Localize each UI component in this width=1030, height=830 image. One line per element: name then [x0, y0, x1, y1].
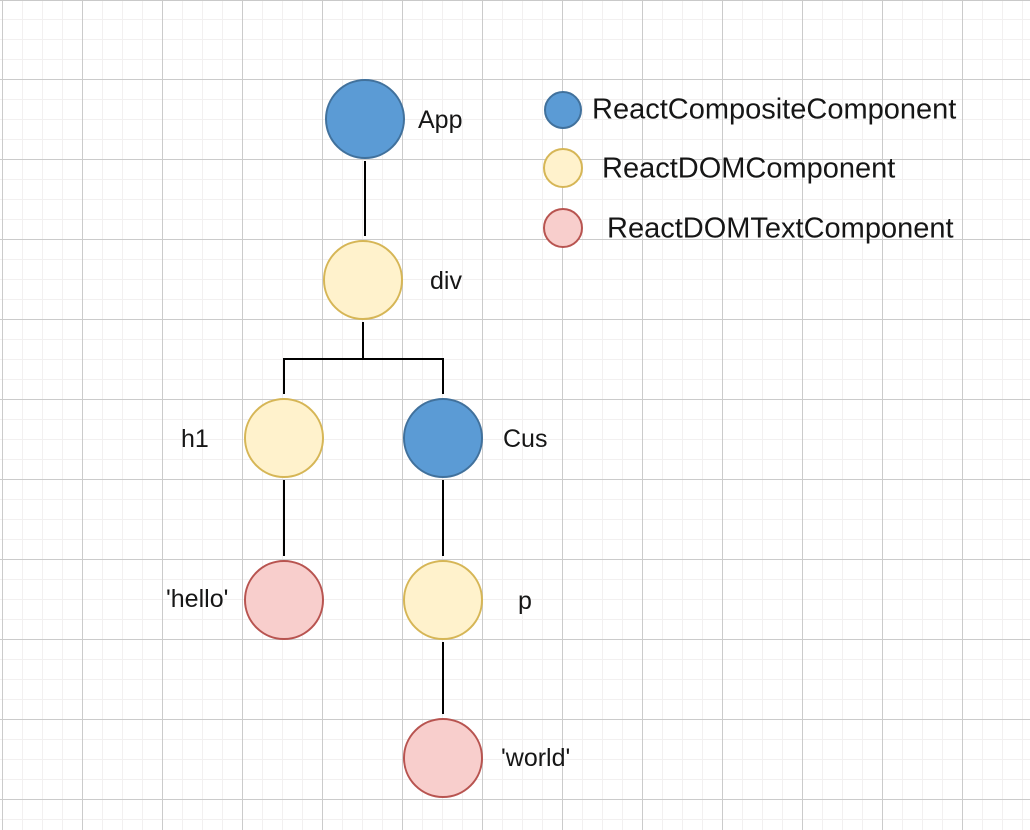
node-label-cus: Cus — [503, 425, 548, 453]
legend-swatch-dom — [543, 148, 583, 188]
legend-label-dom: ReactDOMComponent — [602, 152, 896, 185]
node-label-p: p — [518, 587, 532, 615]
node-label-hello: 'hello' — [166, 585, 229, 613]
legend-label-text: ReactDOMTextComponent — [607, 212, 954, 245]
edge-div-h1 — [283, 322, 364, 394]
node-app — [325, 79, 405, 159]
legend-swatch-composite — [544, 91, 582, 129]
node-label-app: App — [418, 106, 463, 134]
node-cus — [403, 398, 483, 478]
node-hello — [244, 560, 324, 640]
node-div — [323, 240, 403, 320]
node-h1 — [244, 398, 324, 478]
legend-swatch-text — [543, 208, 583, 248]
grid-top-line — [0, 0, 1030, 1]
node-label-world: 'world' — [501, 744, 571, 772]
legend-label-composite: ReactCompositeComponent — [592, 93, 957, 126]
edge-div-cus — [362, 322, 444, 394]
node-label-div: div — [430, 267, 462, 295]
node-p — [403, 560, 483, 640]
node-world — [403, 718, 483, 798]
node-label-h1: h1 — [181, 425, 209, 453]
